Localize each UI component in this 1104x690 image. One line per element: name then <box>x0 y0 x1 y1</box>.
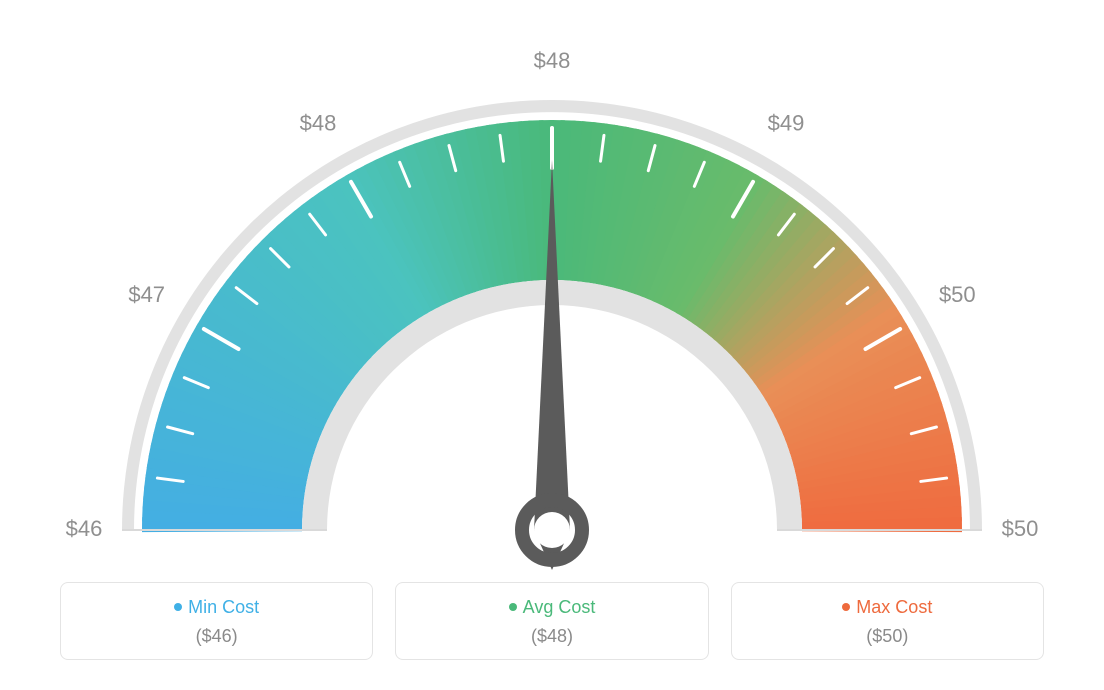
legend-min-title: Min Cost <box>61 597 372 618</box>
legend-avg-title: Avg Cost <box>396 597 707 618</box>
gauge-tick-label: $48 <box>300 111 337 136</box>
gauge-svg: $46 $47 $48 $48 $49 $50 $50 <box>22 10 1082 570</box>
legend-min-value: ($46) <box>61 626 372 647</box>
gauge-tick-label: $48 <box>534 48 571 73</box>
legend-min-label: Min Cost <box>188 597 259 617</box>
legend-avg-value: ($48) <box>396 626 707 647</box>
legend-min-box: Min Cost ($46) <box>60 582 373 660</box>
gauge-tick-label: $49 <box>768 111 805 136</box>
legend-avg-dot <box>509 603 517 611</box>
legend-min-dot <box>174 603 182 611</box>
legend-max-title: Max Cost <box>732 597 1043 618</box>
legend-avg-box: Avg Cost ($48) <box>395 582 708 660</box>
legend-max-value: ($50) <box>732 626 1043 647</box>
legend-max-dot <box>842 603 850 611</box>
gauge-tick-label: $46 <box>66 516 103 541</box>
gauge-chart-container: { "gauge": { "type": "gauge", "tick_labe… <box>0 0 1104 690</box>
legend-avg-label: Avg Cost <box>523 597 596 617</box>
legend-max-box: Max Cost ($50) <box>731 582 1044 660</box>
gauge-tick-label: $50 <box>1002 516 1039 541</box>
legend-row: Min Cost ($46) Avg Cost ($48) Max Cost (… <box>0 582 1104 660</box>
legend-max-label: Max Cost <box>856 597 932 617</box>
gauge-tick-label: $47 <box>128 282 165 307</box>
gauge-area: $46 $47 $48 $48 $49 $50 $50 <box>0 0 1104 570</box>
gauge-tick-label: $50 <box>939 282 976 307</box>
